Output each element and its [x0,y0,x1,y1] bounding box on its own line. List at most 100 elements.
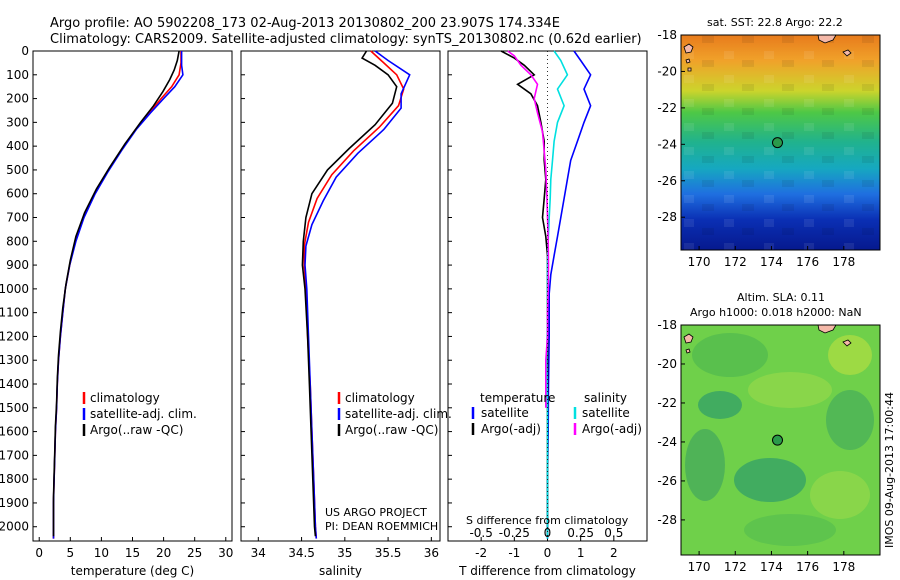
diff-legend-t-argo: Argo(-adj) [481,422,541,436]
x-axis-label: temperature (deg C) [71,564,194,578]
lat-tick-label: -22 [657,101,677,115]
x-tick-label: 35 [337,546,352,560]
lat-tick-label: -24 [657,137,677,151]
series-line-red [52,51,182,539]
depth-tick-label: 1700 [0,448,29,462]
project-label: US ARGO PROJECT [325,506,427,519]
lat-tick-label: -24 [657,435,677,449]
lat-tick-label: -18 [657,318,677,332]
depth-tick-label: 1400 [0,377,29,391]
x-tick-label: 36 [424,546,439,560]
series-line-blue [52,51,184,539]
argo-location-marker [771,434,783,446]
lat-tick-label: -22 [657,396,677,410]
lon-tick-label: 172 [724,255,747,269]
sst-map-frame [680,34,881,251]
sla-map-axes: -18 -20 -22 -24 -26 -28 170 172 174 176 178 [657,318,855,574]
salinity-panel-frame [240,50,441,542]
depth-tick-label: 800 [6,234,29,248]
x-tick-label: 34 [251,546,266,560]
lon-tick-label: 176 [796,255,819,269]
x-tick-label: 25 [187,546,202,560]
depth-tick-label: 100 [6,68,29,82]
imos-credit: IMOS 09-Aug-2013 17:00:44 [883,392,896,548]
lat-tick-label: -20 [657,357,677,371]
lon-tick-label: 178 [832,560,855,574]
s-tick-label: 0.25 [567,526,594,540]
depth-tick-label: 2000 [0,520,29,534]
temperature-panel-frame [32,50,233,542]
depth-tick-label: 600 [6,187,29,201]
lon-tick-label: 174 [760,560,783,574]
lon-tick-label: 178 [832,255,855,269]
diff-legend-s-satellite: satellite [582,406,630,420]
salinity-legend: climatology satellite-adj. clim. Argo(..… [325,391,452,533]
sla-map-title-1: Altim. SLA: 0.11 [737,291,825,304]
series-line-black [52,50,180,537]
x-tick-label: 35.5 [375,546,402,560]
depth-tick-label: 1900 [0,496,29,510]
diff-legend-s-argo: Argo(-adj) [582,422,642,436]
sla-map-blobs [685,333,874,546]
legend-header-salinity: salinity [584,391,627,405]
depth-tick-label: 1100 [0,306,29,320]
x-tick-label: 0 [35,546,43,560]
lat-tick-label: -20 [657,64,677,78]
depth-tick-label: 1500 [0,401,29,415]
lat-tick-label: -28 [657,210,677,224]
temperature-chart: 0 5 10 15 20 25 30 temperature (deg C) [35,50,233,578]
x-tick-label: 2 [610,546,618,560]
s-tick-label: -0.25 [499,526,530,540]
depth-axis: 0 100 200 300 400 500 600 700 800 900 1000 1100 1200… [0,44,452,534]
legend-header-temperature: temperature [480,391,555,405]
series-line-cyan [545,50,569,539]
title-line-1: Argo profile: AO 5902208_173 02-Aug-2013… [50,16,560,31]
temperature-legend: climatology satellite-adj. clim. Argo(..… [82,391,197,437]
s-tick-label: 0 [544,526,552,540]
sal-legend-argo: Argo(..raw -QC) [345,423,438,437]
legend-satellite-adj: satellite-adj. clim. [90,407,197,421]
x-axis-label: T difference from climatology [458,564,636,578]
lon-tick-label: 174 [760,255,783,269]
title-line-2: Climatology: CARS2009. Satellite-adjuste… [50,32,642,47]
depth-tick-label: 200 [6,92,29,106]
depth-tick-label: 1200 [0,329,29,343]
series-line-blue [546,50,592,539]
difference-chart: -2 -1 0 1 2 T difference from climatology -0.5… [458,50,636,578]
depth-tick-label: 1300 [0,353,29,367]
sla-land-nw [683,333,694,354]
sst-map-title: sat. SST: 22.8 Argo: 22.2 [707,16,843,29]
depth-tick-label: 300 [6,115,29,129]
sla-map-frame [680,324,881,556]
pi-label: PI: DEAN ROEMMICH [325,520,438,533]
x-tick-label: 10 [94,546,109,560]
salinity-chart: 34 34.5 35 35.5 36 salinity [251,50,439,578]
series-line-black [301,50,398,537]
depth-tick-label: 500 [6,163,29,177]
sst-map-axes: -18 -20 -22 -24 -26 -28 170 172 174 176 178 [657,28,855,269]
x-tick-label: 0 [544,546,552,560]
x-tick-label: 15 [125,546,140,560]
lon-tick-label: 170 [688,255,711,269]
x-tick-label: 20 [156,546,171,560]
x-tick-label: 30 [218,546,233,560]
x-axis-label: salinity [319,564,362,578]
diff-legend-t-satellite: satellite [481,406,529,420]
depth-tick-label: 400 [6,139,29,153]
x-tick-label: 1 [577,546,585,560]
sal-legend-satellite-adj: satellite-adj. clim. [345,407,452,421]
sla-map-title-2: Argo h1000: 0.018 h2000: NaN [690,306,862,319]
lat-tick-label: -26 [657,174,677,188]
depth-tick-label: 900 [6,258,29,272]
depth-tick-label: 1000 [0,282,29,296]
lon-tick-label: 172 [724,560,747,574]
x-tick-label: -1 [508,546,520,560]
legend-argo: Argo(..raw -QC) [90,423,183,437]
depth-tick-label: 1600 [0,425,29,439]
depth-tick-label: 1800 [0,472,29,486]
argo-location-marker [771,137,783,149]
difference-legend: temperature salinity satellite Argo(-adj… [466,391,642,527]
s-tick-label: -0.5 [469,526,492,540]
x-tick-label: 34.5 [288,546,315,560]
